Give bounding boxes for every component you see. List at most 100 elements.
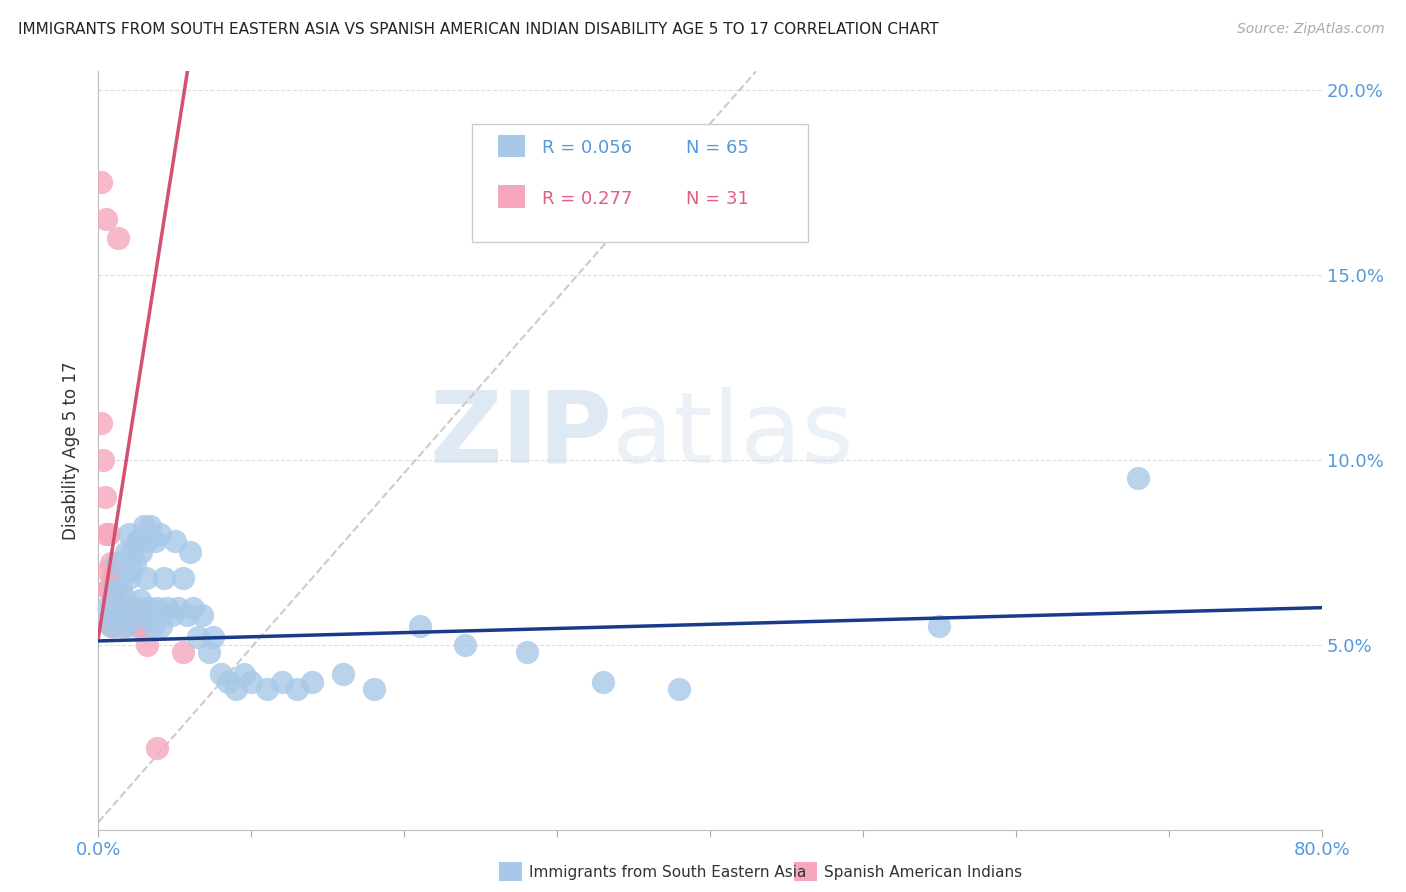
Point [121,600,143,615]
Point [143,534,166,549]
Text: IMMIGRANTS FROM SOUTH EASTERN ASIA VS SPANISH AMERICAN INDIAN DISABILITY AGE 5 T: IMMIGRANTS FROM SOUTH EASTERN ASIA VS SP… [18,22,939,37]
Point [103,582,125,596]
Point [118,608,141,623]
Point [110,582,132,596]
Point [163,534,186,549]
Point [149,526,172,541]
Point [139,519,162,533]
Point [138,600,160,615]
Point [111,619,134,633]
Point [90,416,112,430]
Point [127,534,149,549]
Point [107,608,129,623]
Point [115,600,138,615]
Point [209,667,232,681]
Point [136,638,159,652]
Point [187,630,209,644]
Point [928,619,950,633]
Point [270,674,292,689]
Point [408,619,430,633]
Point [100,619,122,633]
Point [176,608,198,623]
Point [172,571,194,585]
Point [232,667,254,681]
Point [285,681,308,696]
Point [105,556,128,570]
Point [91,452,114,467]
Point [202,630,225,644]
Point [592,674,614,689]
Point [191,608,214,623]
Point [172,645,194,659]
Point [132,608,155,623]
Point [118,571,141,585]
Point [129,545,152,559]
Point [117,619,139,633]
Point [97,564,120,578]
Point [125,600,148,615]
Point [156,600,179,615]
Point [225,681,247,696]
Point [332,667,354,681]
Point [179,545,201,559]
Point [121,545,143,559]
Point [124,556,146,570]
Text: Source: ZipAtlas.com: Source: ZipAtlas.com [1237,22,1385,37]
Text: Immigrants from South Eastern Asia: Immigrants from South Eastern Asia [529,865,806,880]
Text: N = 31: N = 31 [686,190,748,208]
Point [516,645,538,659]
Point [160,608,183,623]
Text: atlas: atlas [612,387,853,483]
Point [142,619,165,633]
Point [136,534,159,549]
Point [93,490,115,504]
Point [104,600,127,615]
Point [98,582,121,596]
Point [145,741,167,756]
Point [135,571,157,585]
Point [150,619,173,633]
Text: R = 0.277: R = 0.277 [543,190,633,208]
Point [98,526,121,541]
Point [101,600,124,615]
Text: Spanish American Indians: Spanish American Indians [824,865,1022,880]
Point [107,231,129,245]
Text: ZIP: ZIP [429,387,612,483]
Point [103,608,125,623]
Point [217,674,239,689]
Point [153,571,176,585]
Point [240,674,263,689]
Point [94,600,117,615]
Point [118,526,141,541]
Point [103,619,125,633]
Point [167,600,190,615]
Point [100,556,122,570]
Point [110,619,132,633]
Point [101,571,124,585]
Point [125,619,148,633]
Point [128,593,150,607]
Point [103,582,125,596]
Point [1128,471,1150,485]
Point [120,564,142,578]
Point [97,582,120,596]
Point [103,608,125,623]
Point [125,534,148,549]
Text: R = 0.056: R = 0.056 [543,139,633,157]
Point [105,600,128,615]
Point [108,608,131,623]
Point [454,638,477,652]
FancyBboxPatch shape [471,124,808,242]
Y-axis label: Disability Age 5 to 17: Disability Age 5 to 17 [62,361,80,540]
Point [100,619,122,633]
Point [363,681,385,696]
Point [94,526,117,541]
FancyBboxPatch shape [498,135,526,157]
Point [115,593,138,607]
Point [181,600,204,615]
Point [111,600,134,615]
Point [94,212,117,227]
Point [256,681,278,696]
FancyBboxPatch shape [498,186,526,208]
Point [145,600,167,615]
